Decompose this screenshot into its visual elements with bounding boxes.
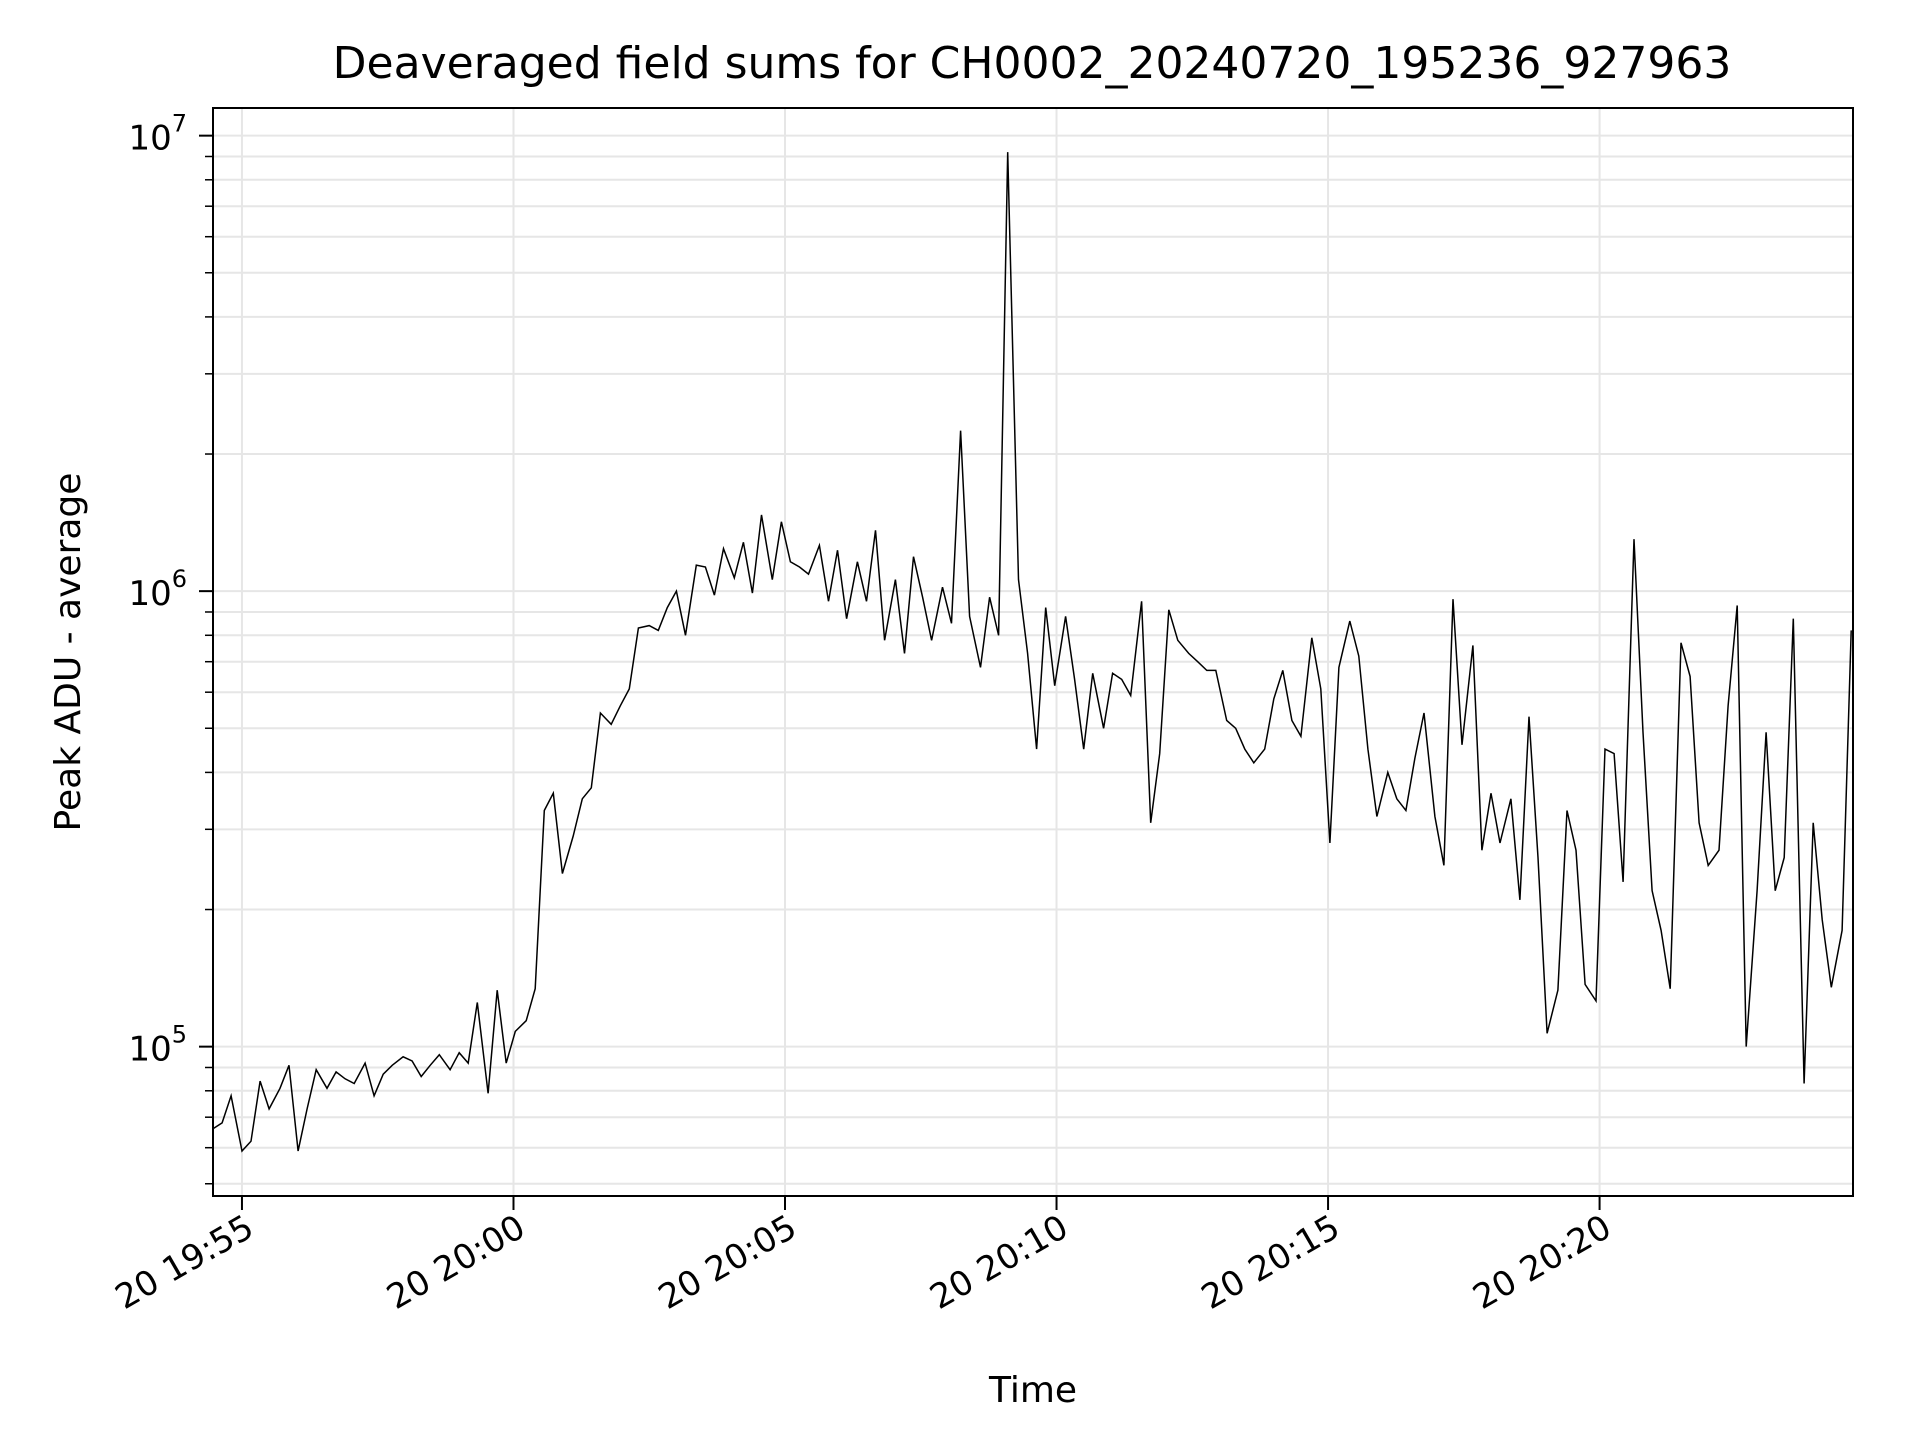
y-tick-label: 107 [128,110,187,159]
series-line [212,152,1852,1153]
plot-frame [212,107,1854,1197]
y-tick-label: 105 [128,1021,187,1070]
chart-title: Deaveraged field sums for CH0002_2024072… [333,38,1732,89]
grid [213,108,1853,1196]
y-axis: 105 106 107 [128,110,213,1185]
y-tick-label: 106 [128,565,187,614]
y-axis-label: Peak ADU - average [48,473,89,832]
x-axis-label: Time [988,1370,1077,1411]
series-layer [212,152,1852,1153]
